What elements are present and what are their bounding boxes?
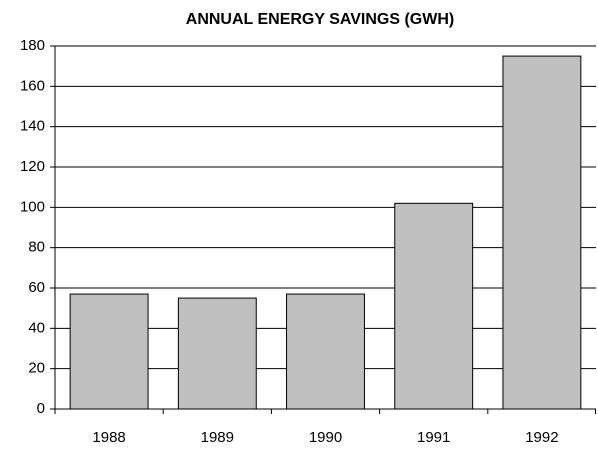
y-tick-label: 180 xyxy=(20,37,45,54)
bar xyxy=(177,297,257,410)
x-tick-label: 1990 xyxy=(309,429,342,446)
y-tick-label: 80 xyxy=(28,239,45,256)
y-tick-label: 0 xyxy=(37,400,45,417)
x-tick-label: 1988 xyxy=(92,429,125,446)
y-tick-label: 140 xyxy=(20,118,45,135)
x-tick-label: 1991 xyxy=(417,429,450,446)
x-tick-label: 1992 xyxy=(525,429,558,446)
y-tick-label: 60 xyxy=(28,279,45,296)
y-tick-label: 40 xyxy=(28,319,45,336)
bar xyxy=(394,202,474,410)
bar xyxy=(286,293,365,410)
y-tick-label: 160 xyxy=(20,77,45,94)
y-tick-label: 20 xyxy=(28,360,45,377)
x-tick-label: 1989 xyxy=(201,429,234,446)
bar xyxy=(502,55,582,410)
y-tick-label: 120 xyxy=(20,158,45,175)
y-tick-label: 100 xyxy=(20,198,45,215)
chart-title: ANNUAL ENERGY SAVINGS (GWH) xyxy=(186,11,454,28)
bar xyxy=(69,293,149,410)
